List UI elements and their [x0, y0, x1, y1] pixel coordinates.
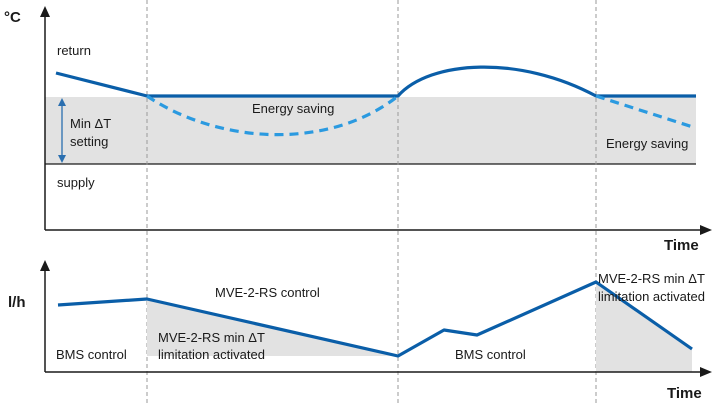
energy-saving-label-1: Energy saving [252, 101, 334, 116]
limitation-right-label-line1: MVE-2-RS min ΔT [598, 271, 705, 286]
flow-chart: l/h MVE-2-RS control MVE-2-RS min ΔT lim… [8, 260, 712, 402]
temp-unit-label: °C [4, 9, 21, 26]
temp-y-axis-arrow [40, 6, 50, 17]
temp-x-axis-arrow [700, 225, 712, 235]
energy-saving-curve-1 [146, 94, 399, 137]
min-delta-t-band [45, 97, 696, 164]
bms-control-label-2: BMS control [455, 347, 526, 362]
min-delta-t-label-line1: Min ΔT [70, 116, 111, 131]
bms-control-label-1: BMS control [56, 347, 127, 362]
temperature-chart: °C return Min ΔT setting supply Energy s… [4, 0, 712, 405]
energy-saving-curve-2 [595, 94, 697, 130]
limitation-mid-label-line1: MVE-2-RS min ΔT [158, 330, 265, 345]
return-temperature-curve [55, 65, 696, 98]
limitation-right-label-line2: limitation activated [598, 289, 705, 304]
min-delta-t-arrow [58, 98, 66, 163]
flow-x-axis-label: Time [667, 385, 702, 402]
return-label: return [57, 43, 91, 58]
mve-control-label: MVE-2-RS control [215, 285, 320, 300]
flow-x-axis-arrow [700, 367, 712, 377]
supply-label: supply [57, 175, 95, 190]
energy-saving-label-2: Energy saving [606, 136, 688, 151]
temp-x-axis-label: Time [664, 237, 699, 254]
flow-curve [57, 280, 693, 358]
flow-unit-label: l/h [8, 294, 26, 311]
min-delta-t-label-line2: setting [70, 134, 108, 149]
limitation-mid-label-line2: limitation activated [158, 347, 265, 362]
limitation-area-2 [596, 282, 692, 372]
flow-y-axis-arrow [40, 260, 50, 271]
